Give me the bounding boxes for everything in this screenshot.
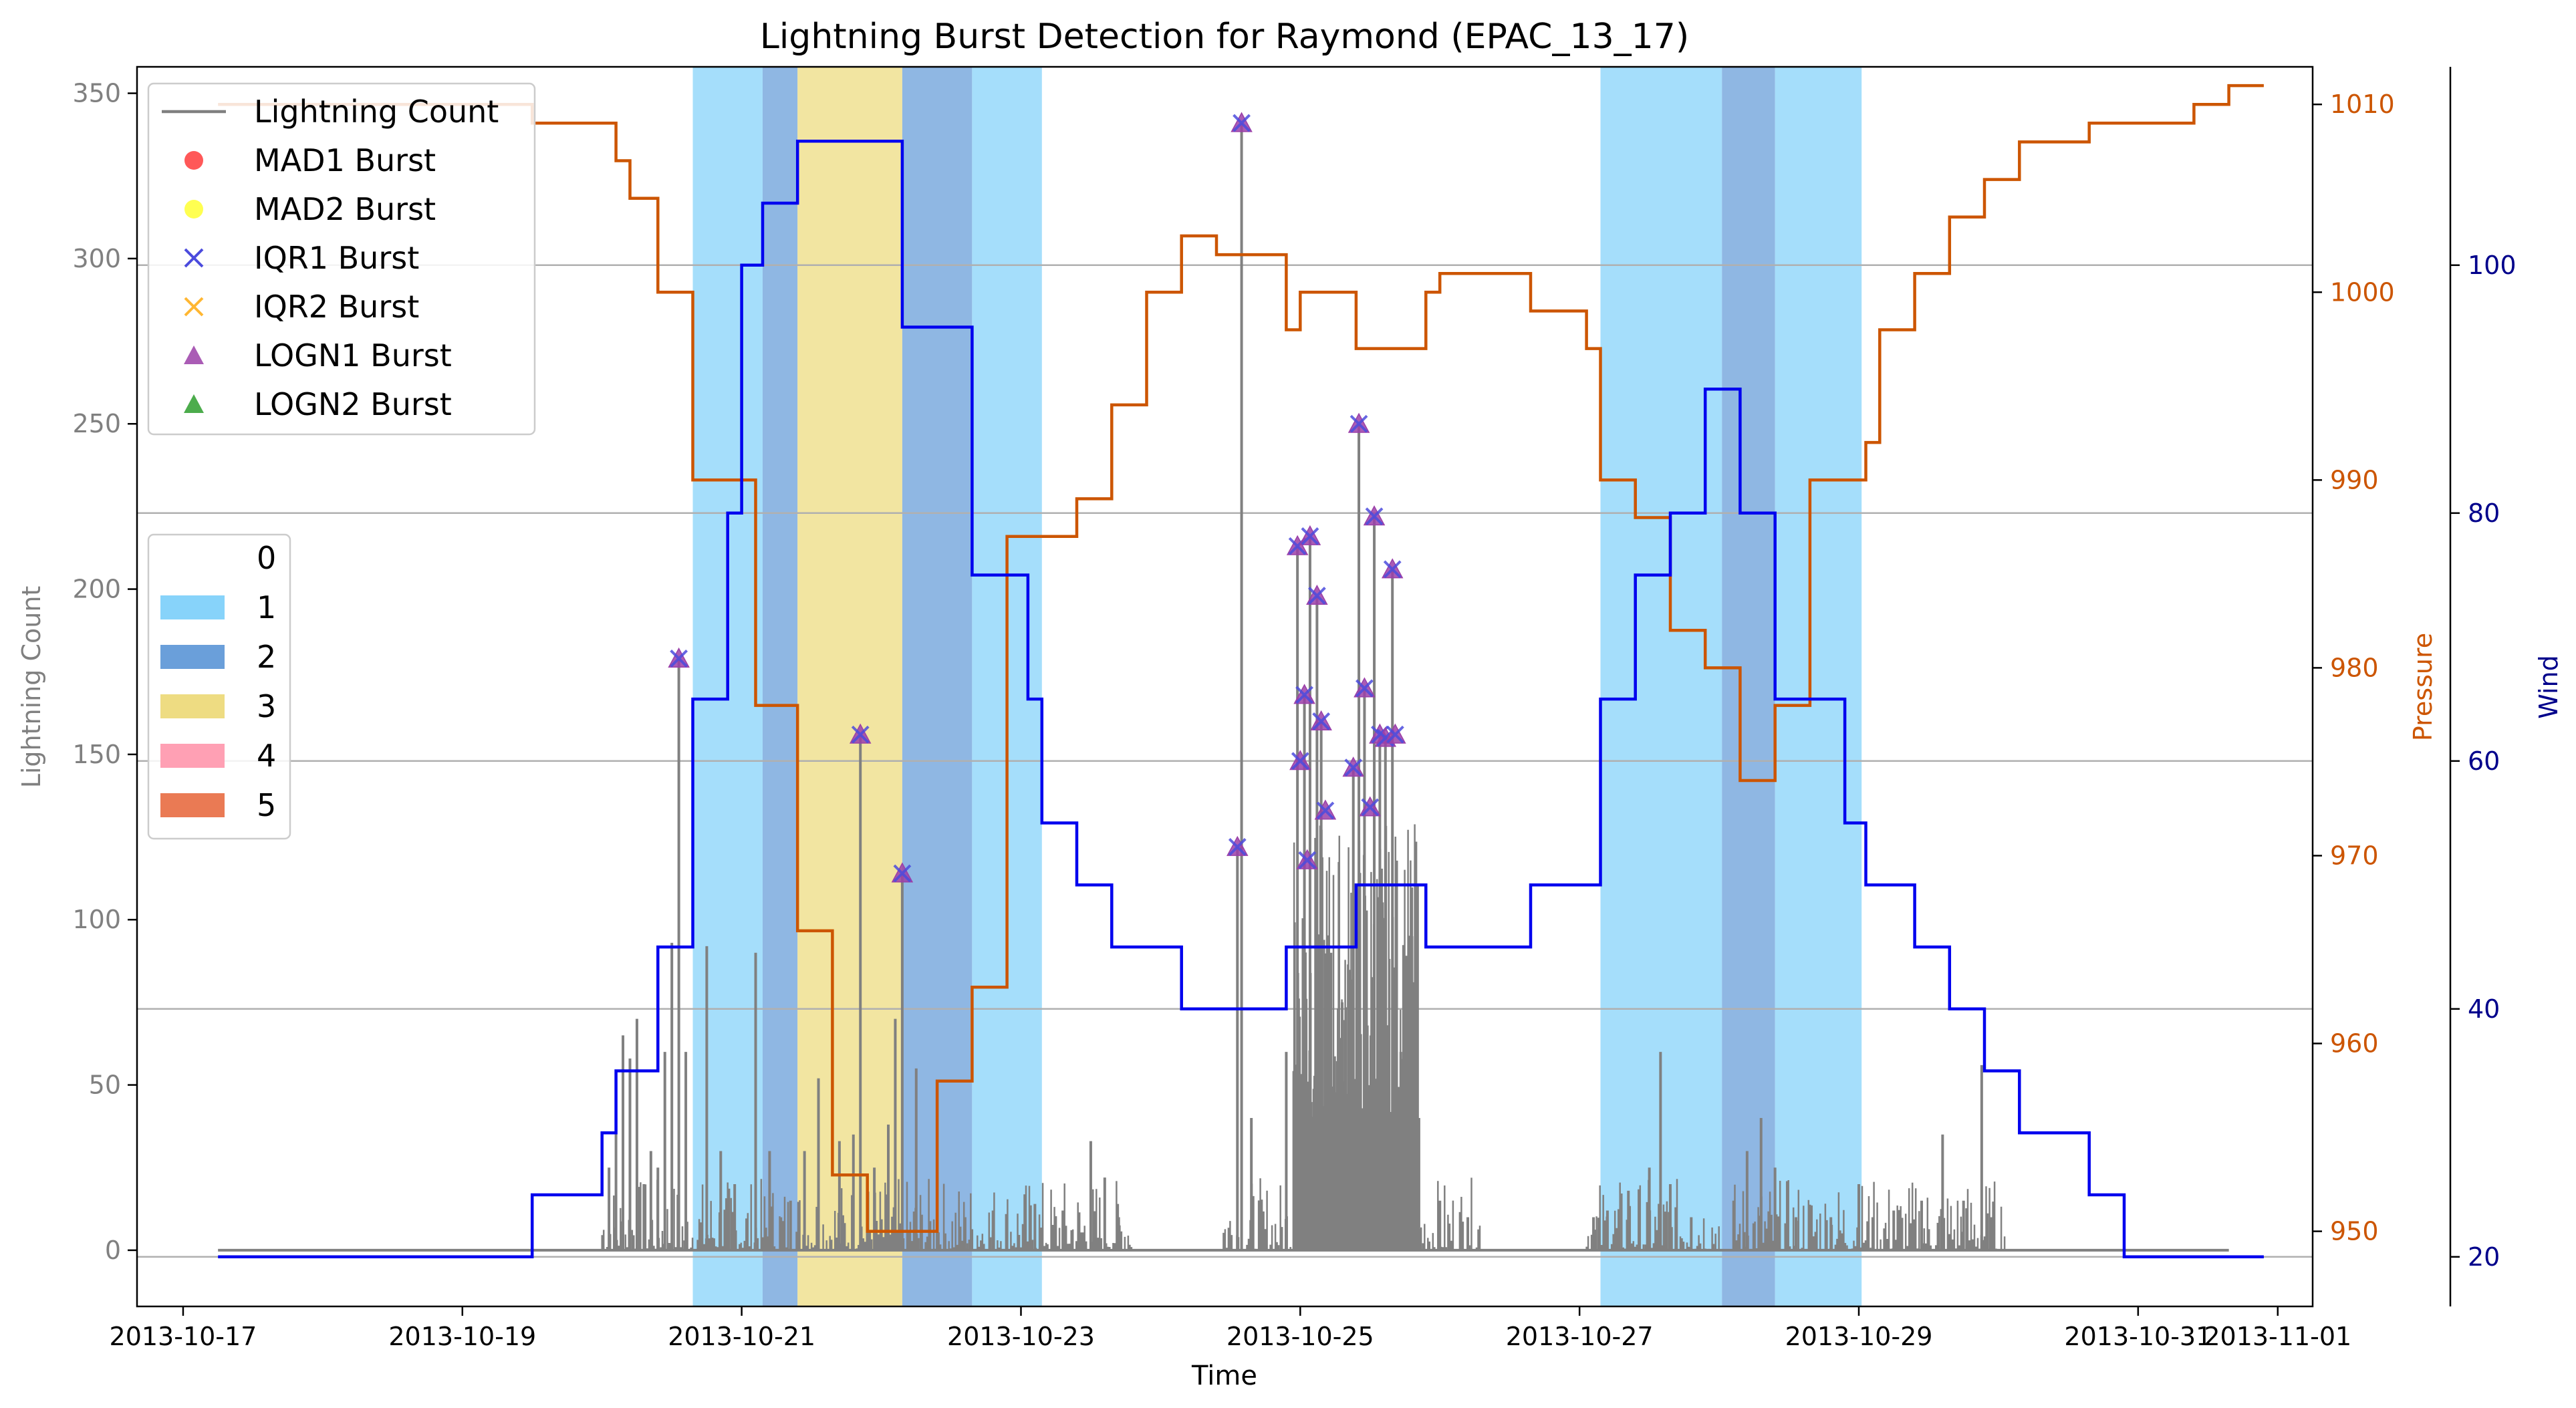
iqr1-burst-marker-0 — [670, 650, 688, 668]
x-tick-label-4: 2013-10-25 — [1227, 1322, 1374, 1351]
legend-series-label-6: LOGN2 Burst — [254, 386, 452, 422]
pressure-tick-label-5: 1000 — [2330, 277, 2395, 307]
iqr1-burst-marker-17 — [1365, 507, 1384, 526]
x-tick-label-0: 2013-10-17 — [110, 1322, 257, 1351]
legend-swatch-3 — [184, 248, 204, 268]
x-tick-label-5: 2013-10-27 — [1506, 1322, 1654, 1351]
wind-axis-label: Wind — [2534, 655, 2563, 719]
legend-series-label-1: MAD1 Burst — [254, 142, 436, 178]
iqr1-burst-marker-10 — [1307, 587, 1326, 605]
category-band-7 — [1775, 67, 1862, 1306]
iqr1-burst-marker-3 — [1228, 837, 1247, 856]
iqr1-burst-marker-7 — [1295, 686, 1314, 704]
category-band-6 — [1722, 67, 1775, 1306]
x-tick-label-3: 2013-10-23 — [947, 1322, 1095, 1351]
legend-series-label-5: LOGN1 Burst — [254, 337, 452, 374]
pressure-line — [218, 84, 2264, 1233]
lightning-tick-label-5: 250 — [72, 409, 121, 438]
pressure-tick-label-2: 970 — [2330, 841, 2379, 870]
legend-category: 0 1 2 3 4 5 — [147, 533, 291, 840]
pressure-axis: 950 960 970 980 990 1000 1010 — [2313, 90, 2395, 1246]
legend-category-label-0: 0 — [257, 540, 276, 576]
x-tick-label-2: 2013-10-21 — [668, 1322, 815, 1351]
legend-series-label-0: Lightning Count — [254, 94, 499, 130]
legend-category-label-1: 1 — [257, 589, 276, 625]
lightning-tick-label-4: 200 — [72, 575, 121, 604]
wind-axis: 20 40 60 80 100 — [2450, 251, 2517, 1272]
iqr1-burst-marker-9 — [1301, 527, 1319, 545]
wind-tick-label-4: 100 — [2468, 251, 2517, 280]
iqr1-burst-marker-12 — [1316, 801, 1335, 820]
x-tick-label-7: 2013-10-31 — [2064, 1322, 2212, 1351]
legend-category-label-5: 5 — [257, 787, 276, 823]
pressure-tick-label-1: 960 — [2330, 1029, 2379, 1059]
x-tick-label-6: 2013-10-29 — [1785, 1322, 1933, 1351]
pressure-tick-label-3: 980 — [2330, 653, 2379, 682]
iqr1-burst-marker-4 — [1233, 114, 1251, 132]
lightning-activity — [601, 824, 2006, 1250]
legend-category-label-2: 2 — [257, 639, 276, 675]
legend-category-swatch-4 — [160, 744, 225, 768]
x-tick-label-1: 2013-10-19 — [388, 1322, 536, 1351]
legend-category-swatch-5 — [160, 793, 225, 817]
pressure-series — [218, 84, 2264, 1233]
lightning-tick-label-0: 0 — [105, 1236, 121, 1265]
legend-category-swatch-3 — [160, 694, 225, 718]
iqr1-burst-marker-20 — [1383, 560, 1402, 579]
wind-line — [218, 140, 2264, 1259]
lightning-tick-label-2: 100 — [72, 905, 121, 934]
pressure-tick-label-6: 1010 — [2330, 90, 2395, 119]
legend-category-swatch-2 — [160, 645, 225, 669]
category-band-2 — [797, 67, 902, 1306]
wind-series — [218, 140, 2264, 1259]
iqr1-burst-marker-16 — [1361, 798, 1380, 817]
legend-category-label-3: 3 — [257, 688, 276, 724]
wind-tick-label-2: 60 — [2468, 746, 2500, 776]
lightning-axis: 0 50 100 150 200 250 300 350 — [72, 79, 137, 1265]
iqr1-burst-marker-2 — [893, 864, 912, 883]
iqr1-burst-marker-21 — [1386, 725, 1404, 744]
lightning-tick-label-3: 150 — [72, 740, 121, 769]
x-tick-label-8: 2013-11-01 — [2204, 1322, 2351, 1351]
iqr1-burst-marker-15 — [1356, 679, 1374, 698]
x-axis-label: Time — [1191, 1361, 1257, 1391]
pressure-tick-label-0: 950 — [2330, 1217, 2379, 1246]
iqr1-burst-marker-1 — [851, 725, 870, 744]
legend-swatch-6 — [184, 394, 204, 413]
iqr1-burst-marker-13 — [1344, 758, 1363, 777]
burst-markers — [668, 112, 1406, 883]
legend-series-label-3: IQR1 Burst — [254, 240, 419, 276]
iqr1-burst-marker-6 — [1291, 752, 1309, 770]
legend-series: Lightning Count MAD1 Burst MAD2 Burst IQR1 … — [147, 82, 536, 436]
plot-frame — [136, 65, 2314, 1308]
iqr1-burst-marker-11 — [1312, 712, 1331, 730]
legend-swatch-1 — [184, 151, 203, 170]
wind-tick-label-1: 40 — [2468, 994, 2500, 1024]
wind-tick-label-0: 20 — [2468, 1242, 2500, 1272]
legend-series-label-4: IQR2 Burst — [254, 289, 419, 325]
pressure-tick-label-4: 990 — [2330, 465, 2379, 495]
legend-swatch-2 — [184, 200, 203, 219]
iqr1-burst-marker-14 — [1349, 414, 1368, 433]
legend-swatch-5 — [184, 345, 204, 364]
pressure-axis-label: Pressure — [2408, 633, 2438, 741]
iqr1-burst-marker-8 — [1298, 851, 1317, 869]
x-axis: 2013-10-17 2013-10-19 2013-10-21 2013-10-23… — [110, 1306, 2351, 1351]
legend-series-label-2: MAD2 Burst — [254, 191, 436, 227]
lightning-tick-label-1: 50 — [89, 1071, 121, 1100]
lightning-axis-label: Lightning Count — [17, 586, 46, 789]
legend-swatch-4 — [184, 297, 204, 317]
chart-title: Lightning Burst Detection for Raymond (E… — [760, 17, 1689, 57]
legend-series-box — [147, 82, 536, 436]
legend-category-label-4: 4 — [257, 738, 276, 774]
wind-tick-label-3: 80 — [2468, 499, 2500, 528]
legend-category-swatch-1 — [160, 595, 225, 619]
lightning-tick-label-6: 300 — [72, 244, 121, 273]
category-band-1 — [762, 67, 798, 1306]
lightning-tick-label-7: 350 — [72, 79, 121, 108]
